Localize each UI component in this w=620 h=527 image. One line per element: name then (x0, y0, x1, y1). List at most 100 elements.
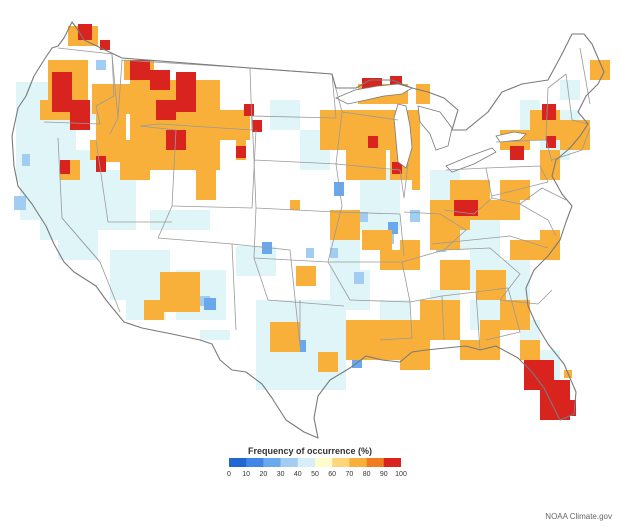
cell-orange (200, 150, 220, 170)
legend-tick-label: 50 (311, 471, 319, 478)
cell-mid-blue (334, 182, 344, 196)
cell-red (100, 40, 110, 50)
cell-red (96, 156, 106, 172)
cell-light-blue (96, 60, 106, 70)
cell-orange (540, 150, 560, 180)
legend-tick-label: 30 (276, 471, 285, 478)
credit-label: NOAA Climate.gov (545, 512, 612, 521)
cell-red (150, 70, 170, 90)
cell-light-blue (14, 196, 26, 210)
cell-red (542, 104, 556, 120)
cell-red (236, 146, 246, 158)
cell-orange (346, 320, 386, 360)
cell-orange (362, 230, 392, 250)
cell-orange (92, 84, 132, 114)
cell-red (78, 24, 92, 40)
cell-light-blue (360, 212, 368, 222)
lake-huron (417, 105, 453, 151)
cell-orange (412, 170, 420, 190)
cell-red (546, 136, 556, 148)
cell-red (156, 100, 176, 120)
legend-tick-label: 90 (379, 471, 388, 478)
lake-michigan (393, 103, 413, 169)
cell-orange (90, 140, 110, 160)
cell-orange (420, 300, 460, 340)
cell-red (510, 146, 524, 160)
cell-pale-blue (270, 100, 300, 130)
cell-pale-blue (58, 220, 98, 260)
legend-tick-label: 0 (227, 471, 231, 478)
legend-swatch (315, 458, 333, 467)
cell-orange (476, 270, 506, 300)
cell-mid-blue (296, 340, 306, 352)
cell-orange (400, 340, 430, 370)
legend-swatch (349, 458, 367, 467)
cell-orange (510, 240, 540, 260)
us-frequency-map (11, 21, 610, 439)
state-borders (43, 47, 591, 351)
cell-orange (160, 272, 200, 312)
cell-orange (480, 320, 500, 340)
cell-orange (144, 300, 164, 320)
cell-orange (430, 220, 460, 250)
cell-red (70, 100, 90, 130)
cell-orange (590, 60, 610, 80)
legend-swatch (366, 458, 385, 467)
legend-swatch (383, 458, 401, 467)
cell-light-blue (306, 248, 314, 258)
cell-mid-blue (352, 356, 362, 368)
cell-orange (196, 170, 216, 200)
legend-swatch (246, 458, 264, 467)
legend-tick-label: 70 (345, 471, 354, 478)
cell-orange (400, 240, 420, 260)
cell-orange (270, 322, 300, 352)
cell-red (176, 72, 196, 112)
cell-red (252, 120, 262, 132)
cell-orange (520, 340, 540, 360)
cell-orange (290, 200, 300, 210)
cell-mid-blue (204, 298, 216, 310)
cell-light-blue (354, 272, 364, 284)
cell-orange (560, 120, 590, 150)
great-lakes (335, 83, 527, 173)
cell-mid-blue (388, 222, 398, 234)
cell-orange (416, 84, 430, 104)
cell-orange (296, 266, 316, 286)
cell-red (392, 162, 402, 174)
cell-red (60, 160, 70, 174)
cell-red (130, 60, 150, 80)
cell-pale-blue (150, 210, 210, 230)
cell-light-blue (22, 154, 30, 166)
legend-tick-label: 20 (259, 471, 268, 478)
cell-light-blue (410, 210, 420, 222)
cell-red (368, 136, 378, 148)
cell-pale-blue (560, 80, 580, 100)
cell-red (52, 72, 72, 112)
cell-orange (346, 140, 386, 180)
cell-red (244, 104, 254, 116)
cell-orange (540, 230, 560, 260)
legend-tick-label: 10 (242, 471, 251, 478)
legend-title-text: Frequency of occurrence (247, 446, 356, 456)
legend-title: Frequency of occurrence (%) (0, 446, 620, 456)
legend-unit: (%) (358, 446, 373, 456)
legend-swatch (297, 458, 316, 467)
lake-ontario (495, 131, 527, 143)
cell-orange (480, 200, 520, 220)
lake-superior (335, 83, 413, 105)
legend-swatch (280, 458, 299, 467)
cell-orange (318, 352, 338, 372)
legend-swatch (229, 458, 247, 467)
legend-tick-label: 60 (328, 471, 337, 478)
lake-erie (445, 147, 497, 173)
cell-light-blue (330, 248, 338, 258)
legend-swatch (332, 458, 350, 467)
conus-outline (11, 21, 605, 439)
cell-orange (120, 140, 150, 180)
cell-orange (440, 260, 470, 290)
legend-tick-label: 80 (362, 471, 371, 478)
legend-tick-label: 40 (293, 471, 302, 478)
legend-color-bar (229, 458, 401, 467)
cell-red (166, 130, 186, 150)
legend-swatch (263, 458, 281, 467)
